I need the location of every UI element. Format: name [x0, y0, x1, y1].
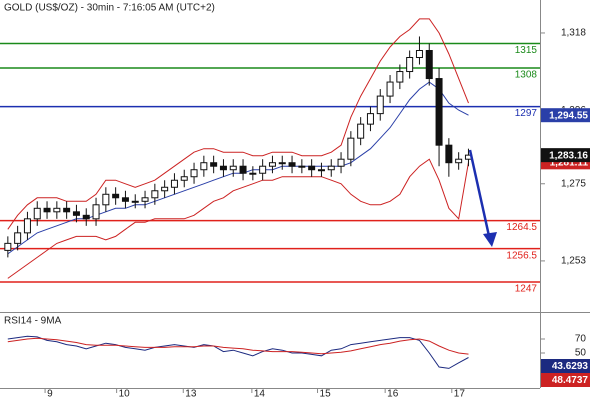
value-box-label: 48.4737 [552, 375, 589, 386]
candle-body [327, 165, 335, 171]
y-tick-label: 1,253 [561, 256, 586, 267]
value-box-label: 1,283.16 [549, 150, 588, 161]
candle-body [455, 158, 463, 164]
candle-body [396, 71, 404, 83]
candle-body [376, 95, 384, 115]
candle-body [435, 78, 443, 146]
x-tick-label: 13 [185, 389, 197, 400]
candle-body [347, 137, 355, 160]
x-tick-label: 16 [387, 389, 399, 400]
candle-body [121, 197, 129, 202]
overlay-line [7, 158, 469, 279]
y-tick-label: 1,318 [561, 28, 586, 39]
candle-body [4, 242, 12, 251]
candle-body [63, 207, 71, 213]
candle-body [357, 123, 365, 139]
overlay-line [7, 18, 469, 230]
candle-body [259, 165, 267, 174]
level-label: 1315 [515, 45, 538, 56]
candle-body [102, 193, 110, 206]
y-tick-label: 50 [575, 348, 587, 359]
candle-body [82, 214, 90, 220]
forecast-arrow [468, 149, 497, 247]
x-tick-label: 14 [254, 389, 266, 400]
candle-body [33, 207, 41, 220]
candle-body [366, 113, 374, 125]
candle-body [200, 162, 208, 171]
candle-body [141, 197, 149, 202]
rsi-title: RSI14 - 9MA [4, 316, 62, 327]
y-tick-label: 1,275 [561, 178, 586, 189]
candle-body [43, 207, 51, 213]
value-box-label: 1,294.55 [549, 110, 588, 121]
rsi-line [7, 335, 469, 369]
level-label: 1308 [515, 70, 538, 81]
level-label: 1256.5 [506, 250, 537, 261]
candle-body [337, 158, 345, 167]
candle-body [210, 162, 218, 167]
candle-body [445, 144, 453, 164]
candle-body [249, 172, 257, 175]
candle-body [317, 169, 325, 172]
candle-body [229, 165, 237, 171]
candle-body [131, 200, 139, 203]
chart-title: GOLD (US$/OZ) - 30min - 7:16:05 AM (UTC+… [4, 3, 215, 14]
candle-body [112, 193, 120, 199]
candle-body [92, 204, 100, 220]
candle-body [170, 179, 178, 188]
level-label: 1264.5 [506, 222, 537, 233]
candle-body [53, 207, 61, 213]
y-tick-label: 70 [575, 334, 587, 345]
candle-body [14, 232, 22, 244]
candle-body [268, 162, 276, 167]
candle-body [288, 162, 296, 167]
x-tick-label: 17 [454, 389, 466, 400]
candle-body [180, 176, 188, 181]
value-box-label: 1,281.11 [550, 157, 589, 168]
value-box [541, 148, 590, 163]
candle-body [219, 165, 227, 171]
candle-body [308, 165, 316, 171]
candle-body [406, 57, 414, 73]
value-box-label: 43.6293 [552, 361, 589, 372]
candle-body [278, 162, 286, 165]
value-box [541, 108, 590, 123]
candle-body [23, 218, 31, 234]
candle-body [415, 49, 423, 59]
x-tick-label: 15 [320, 389, 332, 400]
candle-body [151, 190, 159, 199]
level-label: 1297 [515, 108, 538, 119]
candle-body [386, 81, 394, 97]
value-box [541, 359, 590, 373]
rsi-line [7, 337, 469, 355]
value-box [541, 373, 590, 387]
candle-body [190, 169, 198, 178]
candle-body [72, 211, 80, 216]
x-tick-label: 9 [47, 389, 53, 400]
x-tick-label: 10 [119, 389, 131, 400]
candle-body [298, 165, 306, 168]
level-label: 1247 [515, 284, 538, 295]
candle-body [161, 186, 169, 192]
candle-body [239, 165, 247, 174]
candle-body [425, 49, 433, 80]
